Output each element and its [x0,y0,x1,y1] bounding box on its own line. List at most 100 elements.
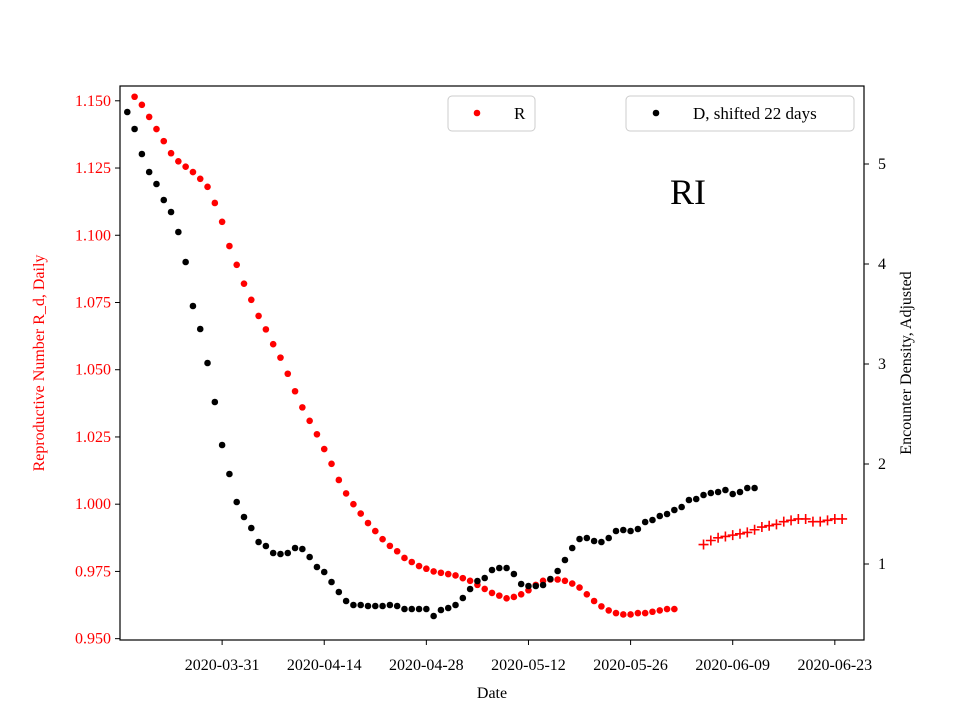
data-point [692,495,700,503]
data-point [649,608,656,616]
data-point [503,564,510,572]
legend-d-box [625,95,855,132]
x-tick-label: 2020-05-12 [491,657,566,674]
series-layer [123,93,848,620]
data-point [415,562,423,570]
data-point [822,515,833,526]
data-point [247,524,255,532]
data-point [138,101,146,109]
data-point [561,556,569,564]
data-point [393,602,401,610]
data-point [357,510,365,517]
data-point [598,538,605,546]
data-point [771,519,782,530]
data-point [729,490,737,498]
data-point [291,544,299,552]
data-point [627,527,634,535]
data-point [437,606,445,614]
data-point [123,108,131,116]
legend-d-label: D, shifted 22 days [693,104,817,123]
y-left-tick-label: 1.100 [75,227,111,244]
data-point [204,359,211,367]
x-tick-label: 2020-06-09 [695,657,770,674]
data-point [131,93,138,101]
y-left-tick-label: 1.025 [75,429,111,446]
data-point [707,489,715,497]
data-point [371,527,379,535]
data-point [605,607,613,614]
data-point [722,486,729,494]
data-point [240,280,248,287]
data-point [423,605,430,613]
data-point [749,524,760,535]
data-point [459,594,467,602]
data-point [328,460,335,468]
data-point [700,491,707,499]
data-point [539,581,547,589]
data-point [735,528,745,539]
data-point [481,585,489,593]
data-point [778,516,789,527]
y-left-tick-label: 1.150 [75,93,111,110]
data-point [815,516,826,527]
data-point [182,163,189,170]
data-point [145,113,153,121]
data-point [444,604,452,612]
data-point [153,180,160,188]
data-point [727,530,738,541]
data-point [299,404,306,411]
data-point [379,602,386,610]
data-point [634,609,642,617]
y-right-tick-label: 3 [878,356,886,373]
legend-d: D, shifted 22 days [625,95,855,132]
data-point [145,168,153,176]
x-axis: 2020-03-31 2020-04-14 2020-04-28 2020-05-12… [185,640,872,674]
data-point [576,584,583,591]
data-point [196,175,204,183]
data-point [277,354,284,361]
data-point [634,525,642,533]
data-point [685,496,693,504]
data-point [713,532,724,543]
data-point [167,208,175,216]
data-point [189,302,197,310]
data-point [299,545,306,553]
y-right-tick-label: 1 [878,556,886,573]
y-left-tick-label: 0.950 [75,631,111,648]
data-point [269,340,277,348]
data-point [153,125,160,133]
series-r-forecast [698,513,848,550]
x-tick-label: 2020-04-28 [389,657,464,674]
data-point [720,531,731,542]
data-point [605,534,613,542]
data-point [364,602,372,610]
data-point [452,572,459,579]
y-left-tick-label: 1.050 [75,362,111,379]
data-point [408,605,416,613]
data-point [583,590,591,598]
data-point [452,601,459,609]
x-tick-label: 2020-06-23 [797,657,872,674]
y-right-axis-title: Encounter Density, Adjusted [898,271,915,454]
data-point [262,542,270,550]
data-point [561,577,569,585]
data-point [320,445,328,453]
data-point [247,296,255,304]
data-point [226,242,233,250]
data-point [576,535,583,543]
data-point [656,512,664,520]
data-point [678,503,685,511]
data-point [474,577,481,585]
data-point [211,199,219,207]
data-point [612,609,620,617]
data-point [401,605,408,613]
data-point [656,607,664,614]
data-point [649,516,656,524]
data-point [386,601,394,609]
data-point [800,513,811,524]
data-point [619,611,627,618]
data-point [255,312,262,320]
data-point [705,535,716,546]
data-point [481,574,489,582]
